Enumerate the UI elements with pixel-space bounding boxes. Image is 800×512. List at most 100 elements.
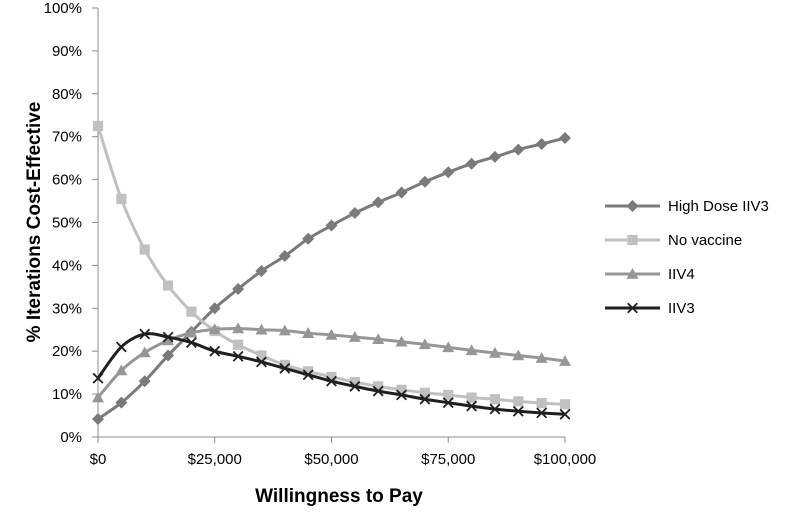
data-point <box>466 400 478 412</box>
legend-label: IIV3 <box>668 300 695 317</box>
x-tick-labels: $0 $25,000 $50,000 $75,000 $100,000 <box>90 451 597 468</box>
data-point <box>489 394 501 405</box>
data-point <box>513 396 524 407</box>
data-point <box>185 337 197 349</box>
marker-stroke <box>627 302 638 314</box>
data-point <box>395 335 408 347</box>
data-point <box>443 389 454 401</box>
data-point <box>512 405 524 417</box>
x-tick-label: $0 <box>90 451 107 468</box>
data-point <box>559 131 571 144</box>
data-point <box>325 328 338 340</box>
data-point <box>279 359 290 371</box>
data-point <box>186 306 197 317</box>
data-point <box>488 346 501 358</box>
data-point <box>466 392 477 403</box>
marker-stroke <box>139 328 151 340</box>
y-tick-label: 90% <box>52 43 82 60</box>
data-point <box>162 349 175 362</box>
data-point <box>395 186 408 199</box>
series-triangle <box>92 322 571 403</box>
x-tick-label: $50,000 <box>304 451 358 468</box>
x-tick-label: $75,000 <box>421 451 475 468</box>
data-point <box>536 407 548 419</box>
legend-marker <box>626 268 639 279</box>
data-point <box>116 193 127 205</box>
marker-stroke <box>536 407 548 419</box>
marker-stroke <box>372 385 384 397</box>
marker-stroke <box>185 337 197 349</box>
y-tick-label: 70% <box>52 129 82 146</box>
marker-stroke <box>232 350 244 362</box>
data-point <box>512 143 525 156</box>
data-point <box>349 376 360 388</box>
data-point <box>233 339 244 350</box>
data-point <box>115 396 128 409</box>
data-point <box>465 157 478 170</box>
series-square <box>92 120 571 410</box>
legend-marker <box>627 234 638 246</box>
data-point <box>278 324 291 336</box>
data-point <box>139 328 151 340</box>
data-point <box>256 356 267 368</box>
series-layer <box>92 120 571 425</box>
data-point <box>302 327 315 338</box>
data-point <box>92 372 104 384</box>
data-point <box>302 369 314 381</box>
marker-stroke <box>115 341 127 353</box>
marker-stroke <box>209 345 221 357</box>
data-point <box>115 341 127 353</box>
data-point <box>278 249 291 262</box>
y-tick-label: 30% <box>52 300 82 317</box>
legend: High Dose IIV3 No vaccine IIV4 IIV3 <box>605 198 769 317</box>
data-point <box>418 338 431 350</box>
data-point <box>162 280 174 291</box>
marker-stroke <box>396 389 407 401</box>
data-point <box>535 137 548 150</box>
data-point <box>349 380 361 392</box>
data-point <box>442 397 454 409</box>
data-point <box>512 349 525 361</box>
data-point <box>442 341 455 353</box>
y-tick-label: 10% <box>52 386 82 403</box>
data-point <box>372 196 385 209</box>
y-tick-label: 0% <box>60 429 82 446</box>
y-axis-title: % Iterations Cost-Effective <box>24 102 45 343</box>
legend-marker <box>627 302 638 314</box>
data-point <box>256 350 267 361</box>
data-point <box>326 375 337 387</box>
x-axis-title: Willingness to Pay <box>255 486 423 507</box>
data-point <box>232 282 245 295</box>
legend-item: High Dose IIV3 <box>605 198 769 215</box>
legend-marker <box>626 200 639 212</box>
data-point <box>325 219 338 232</box>
data-point <box>348 207 361 220</box>
data-point <box>162 331 174 343</box>
marker-stroke <box>162 331 174 343</box>
marker-stroke <box>512 405 524 417</box>
series-diamond <box>92 131 571 425</box>
data-point <box>559 399 571 410</box>
data-point <box>138 375 151 388</box>
y-tick-label: 50% <box>52 215 82 232</box>
marker-stroke <box>489 403 501 415</box>
legend-item: IIV4 <box>605 266 695 283</box>
data-point <box>372 385 384 397</box>
data-point <box>255 264 268 277</box>
data-point <box>489 403 501 415</box>
data-point <box>255 323 268 335</box>
y-tick-labels: 0% 10% 20% 30% 40% 50% 60% 70% 80% 90% 100% <box>44 0 82 446</box>
y-tick-label: 60% <box>52 172 82 189</box>
data-point <box>535 352 548 363</box>
data-point <box>209 345 221 357</box>
marker-stroke <box>466 400 478 412</box>
series-line <box>96 125 566 406</box>
data-point <box>418 175 431 188</box>
x-tick-label: $25,000 <box>188 451 242 468</box>
data-point <box>115 364 128 376</box>
marker-stroke <box>419 393 431 405</box>
data-point <box>559 408 571 420</box>
data-point <box>139 244 150 255</box>
data-point <box>185 326 198 338</box>
